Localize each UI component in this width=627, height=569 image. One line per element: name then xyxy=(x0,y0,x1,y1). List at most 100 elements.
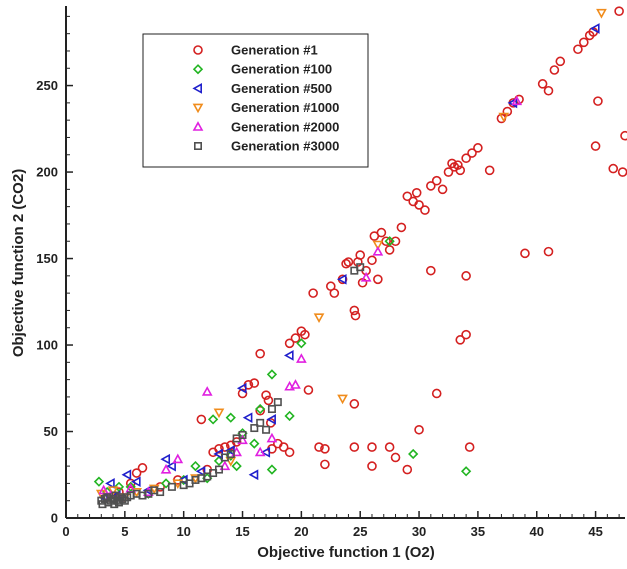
data-point xyxy=(455,335,466,345)
data-point xyxy=(260,446,271,458)
data-point xyxy=(420,205,430,215)
data-point xyxy=(461,271,471,281)
data-point xyxy=(93,476,105,487)
data-point xyxy=(414,200,424,210)
y-tick-label: 150 xyxy=(36,251,58,266)
data-point xyxy=(313,313,325,323)
data-point xyxy=(266,369,278,380)
data-point xyxy=(543,85,554,96)
y-tick-label: 250 xyxy=(36,78,58,93)
data-point xyxy=(110,500,119,509)
x-tick-label: 0 xyxy=(62,524,69,539)
data-point xyxy=(160,453,171,465)
data-point xyxy=(460,466,472,477)
data-point xyxy=(236,382,247,394)
data-point xyxy=(190,460,201,472)
data-point xyxy=(349,399,360,409)
data-point xyxy=(414,424,424,435)
data-point xyxy=(593,96,603,106)
series-2 xyxy=(93,236,472,499)
data-point xyxy=(172,453,184,464)
data-point xyxy=(113,481,125,492)
data-point xyxy=(284,447,295,458)
data-point xyxy=(579,37,589,48)
data-point xyxy=(300,329,310,340)
y-tick-label: 100 xyxy=(36,338,58,353)
data-point xyxy=(384,236,395,247)
data-point xyxy=(390,236,401,247)
data-point xyxy=(343,257,354,267)
data-point xyxy=(464,442,475,452)
data-point xyxy=(201,386,213,396)
data-point xyxy=(455,165,466,176)
data-point xyxy=(360,271,372,282)
data-point xyxy=(384,245,395,255)
data-point xyxy=(511,95,523,106)
data-point xyxy=(167,482,176,491)
data-point xyxy=(402,191,413,202)
data-point xyxy=(461,329,471,340)
data-point xyxy=(255,403,266,415)
data-point xyxy=(320,459,330,470)
data-point xyxy=(555,56,566,67)
data-point xyxy=(367,442,377,452)
data-point xyxy=(373,274,383,285)
data-point xyxy=(262,425,271,434)
legend-entry: Generation #1000 xyxy=(231,100,339,115)
legend-entry: Generation #1 xyxy=(231,43,318,58)
data-point xyxy=(213,408,225,419)
y-tick-label: 50 xyxy=(44,424,58,439)
data-point xyxy=(266,432,278,443)
x-tick-label: 40 xyxy=(530,524,544,539)
data-point xyxy=(231,460,242,472)
data-point xyxy=(614,6,624,16)
x-axis-label: Objective function 1 (O2) xyxy=(257,544,435,561)
data-point xyxy=(125,481,136,492)
data-point xyxy=(261,390,271,400)
data-point xyxy=(303,385,314,395)
data-point xyxy=(443,167,454,177)
data-point xyxy=(437,184,448,195)
data-point xyxy=(390,452,401,463)
data-point xyxy=(105,478,115,489)
data-point xyxy=(537,79,548,89)
data-point xyxy=(296,338,307,349)
data-point xyxy=(355,250,366,260)
data-point xyxy=(256,418,265,427)
legend-marker xyxy=(192,103,204,114)
data-point xyxy=(207,414,219,425)
data-point xyxy=(590,141,601,151)
data-point xyxy=(589,23,600,34)
data-point xyxy=(220,442,230,452)
data-point xyxy=(166,460,176,472)
data-point xyxy=(367,461,377,471)
data-point xyxy=(408,448,419,460)
data-point xyxy=(121,469,132,481)
data-point xyxy=(254,446,266,457)
data-point xyxy=(225,412,236,423)
data-point xyxy=(308,288,318,298)
data-point xyxy=(431,175,442,186)
data-point xyxy=(131,468,142,478)
data-point xyxy=(249,378,260,388)
data-points xyxy=(93,6,627,509)
data-point xyxy=(284,410,295,422)
data-point xyxy=(573,44,583,55)
data-point xyxy=(255,348,265,359)
x-tick-label: 5 xyxy=(121,524,128,539)
data-point xyxy=(249,438,260,449)
x-tick-label: 30 xyxy=(412,524,426,539)
x-tick-label: 35 xyxy=(471,524,485,539)
data-point xyxy=(314,442,324,452)
legend: Generation #1 Generation #100 Generation #… xyxy=(142,33,369,168)
data-point xyxy=(484,165,495,176)
data-point xyxy=(284,380,295,391)
data-point xyxy=(467,148,477,158)
legend-marker xyxy=(194,142,203,151)
data-point xyxy=(426,265,436,276)
axes: 0 5 10 15 20 25 30 35 40 45 0 50 100 150 200 250 xyxy=(36,6,625,539)
data-point xyxy=(156,488,165,497)
data-point xyxy=(238,430,247,439)
legend-entry: Generation #100 xyxy=(231,62,332,77)
legend-entry: Generation #2000 xyxy=(231,119,339,134)
